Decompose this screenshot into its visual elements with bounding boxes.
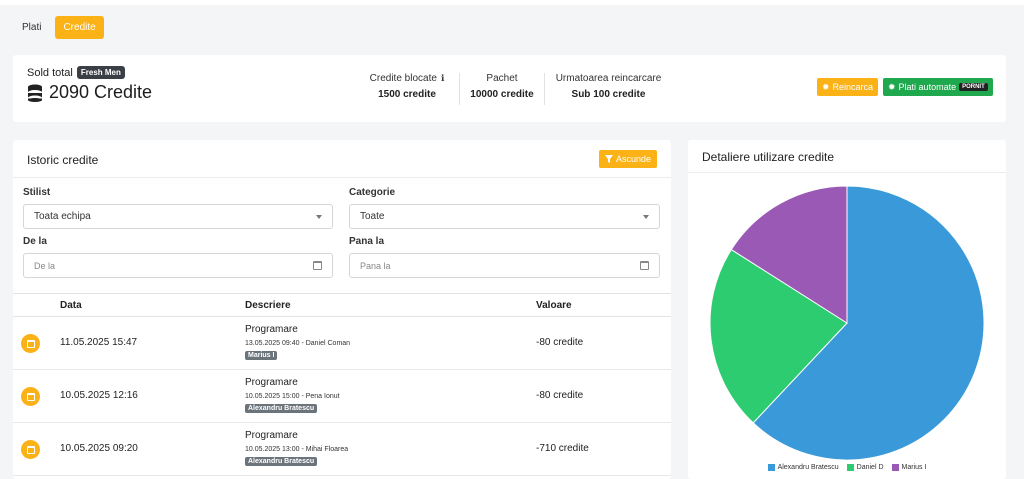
stat-next-reload-label: Urmatoarea reincarcare: [555, 73, 662, 84]
legend-item[interactable]: Daniel D: [846, 464, 884, 471]
row-title: Programare: [245, 324, 298, 335]
row-value: -80 credite: [536, 390, 584, 401]
category-select-value: Toate: [360, 211, 385, 222]
stat-blocked-label: Credite blocate: [369, 73, 437, 84]
pie-chart: [709, 185, 985, 460]
legend-swatch: [767, 464, 775, 471]
to-date-input[interactable]: Pana la: [349, 253, 660, 278]
stat-package-value: 10000 credite: [470, 89, 534, 100]
stylist-label: Stilist: [23, 187, 51, 198]
stylist-select-value: Toata echipa: [34, 211, 91, 222]
row-stylist-badge: Marius I: [245, 351, 278, 360]
column-header-date: Data: [60, 300, 82, 311]
credit-history-card: Istoric credite Ascunde Stilist Toata ec…: [13, 140, 671, 479]
stat-package: Pachet 10000 credite: [459, 73, 544, 105]
row-value: -710 credite: [536, 443, 589, 454]
calendar-icon[interactable]: [313, 261, 322, 270]
legend-label: Marius I: [901, 464, 927, 471]
row-stylist-badge: Alexandru Bratescu: [245, 457, 318, 466]
divider: [688, 172, 1006, 173]
reload-button-label: Reincarca: [832, 82, 874, 92]
chart-title: Detaliere utilizare credite: [702, 150, 835, 164]
auto-pay-status-badge: PORNIT: [959, 83, 988, 91]
stylist-select[interactable]: Toata echipa: [23, 204, 333, 229]
from-date-input[interactable]: De la: [23, 253, 333, 278]
stat-next-reload-value: Sub 100 credite: [571, 89, 646, 100]
legend-swatch: [846, 464, 854, 471]
calendar-icon: [21, 387, 40, 406]
hide-filters-label: Ascunde: [616, 154, 652, 164]
sold-total-amount: 2090 Credite: [49, 82, 153, 102]
stat-blocked-value: 1500 credite: [378, 89, 436, 100]
row-value: -80 credite: [536, 337, 584, 348]
filter-icon: [605, 155, 613, 163]
row-subtitle: 10.05.2025 13:00 - Mihai Floarea: [245, 446, 349, 453]
tab-plati[interactable]: Plati: [22, 22, 42, 33]
calendar-icon[interactable]: [640, 261, 649, 270]
row-subtitle: 10.05.2025 15:00 - Pena Ionut: [245, 393, 340, 400]
category-label: Categorie: [349, 187, 396, 198]
reload-button[interactable]: ✹ Reincarca: [817, 78, 879, 96]
row-date: 11.05.2025 15:47: [60, 337, 138, 348]
row-date: 10.05.2025 12:16: [60, 390, 138, 401]
pie-slice-marius-i[interactable]: [730, 185, 848, 324]
to-date-placeholder: Pana la: [360, 260, 391, 271]
history-title: Istoric credite: [27, 153, 99, 167]
pie-slice-daniel-d[interactable]: [709, 248, 848, 424]
credit-usage-chart-card: Detaliere utilizare credite Alexandru Br…: [688, 140, 1006, 479]
top-bar: [0, 0, 1024, 5]
legend-item[interactable]: Alexandru Bratescu: [767, 464, 839, 471]
hide-filters-button[interactable]: Ascunde: [599, 150, 658, 168]
column-header-description: Descriere: [245, 300, 291, 311]
from-date-label: De la: [23, 236, 47, 247]
auto-pay-label: Plati automate: [898, 82, 957, 92]
row-subtitle: 13.05.2025 09:40 - Daniel Coman: [245, 340, 351, 347]
info-icon[interactable]: ℹ: [440, 73, 445, 83]
sold-total-text: Sold total: [27, 66, 73, 79]
table-row[interactable]: 10.05.2025 09:20 Programare 10.05.2025 1…: [13, 423, 671, 476]
category-select[interactable]: Toate: [349, 204, 660, 229]
calendar-icon: [21, 334, 40, 353]
auto-pay-button[interactable]: ✹ Plati automate PORNIT: [883, 78, 993, 96]
sold-total-value: 2090 Credite: [27, 82, 152, 103]
chart-legend: Alexandru Bratescu Daniel D Marius I: [688, 464, 1006, 471]
stat-package-label: Pachet: [486, 73, 518, 84]
table-row[interactable]: 11.05.2025 15:47 Programare 13.05.2025 0…: [13, 317, 671, 370]
row-title: Programare: [245, 430, 298, 441]
coins-icon: [28, 84, 42, 102]
salon-badge: Fresh Men: [76, 66, 125, 79]
row-title: Programare: [245, 377, 298, 388]
tab-bar: Plati Credite: [14, 16, 104, 39]
divider: [13, 177, 671, 178]
legend-label: Daniel D: [856, 464, 884, 471]
credit-summary-card: Sold total Fresh Men 2090 Credite Credit…: [13, 55, 1006, 122]
chevron-down-icon: [643, 214, 649, 219]
chevron-down-icon: [316, 214, 322, 219]
stat-blocked: Credite blocate ℹ 1500 credite: [355, 73, 459, 105]
table-header: Data Descriere Valoare: [13, 293, 671, 317]
calendar-icon: [21, 440, 40, 459]
legend-label: Alexandru Bratescu: [777, 464, 839, 471]
column-header-value: Valoare: [536, 300, 572, 311]
gear-icon: ✹: [822, 81, 830, 92]
row-stylist-badge: Alexandru Bratescu: [245, 404, 318, 413]
from-date-placeholder: De la: [34, 260, 56, 271]
to-date-label: Pana la: [349, 236, 385, 247]
row-date: 10.05.2025 09:20: [60, 443, 138, 454]
legend-item[interactable]: Marius I: [891, 464, 927, 471]
table-row[interactable]: 10.05.2025 12:16 Programare 10.05.2025 1…: [13, 370, 671, 423]
pie-slice-alexandru-bratescu[interactable]: [752, 185, 985, 460]
gear-icon: ✹: [888, 81, 896, 92]
tab-credite[interactable]: Credite: [55, 16, 104, 39]
legend-swatch: [891, 464, 899, 471]
stat-next-reload: Urmatoarea reincarcare Sub 100 credite: [544, 73, 672, 105]
sold-total-label: Sold total Fresh Men: [27, 66, 125, 79]
